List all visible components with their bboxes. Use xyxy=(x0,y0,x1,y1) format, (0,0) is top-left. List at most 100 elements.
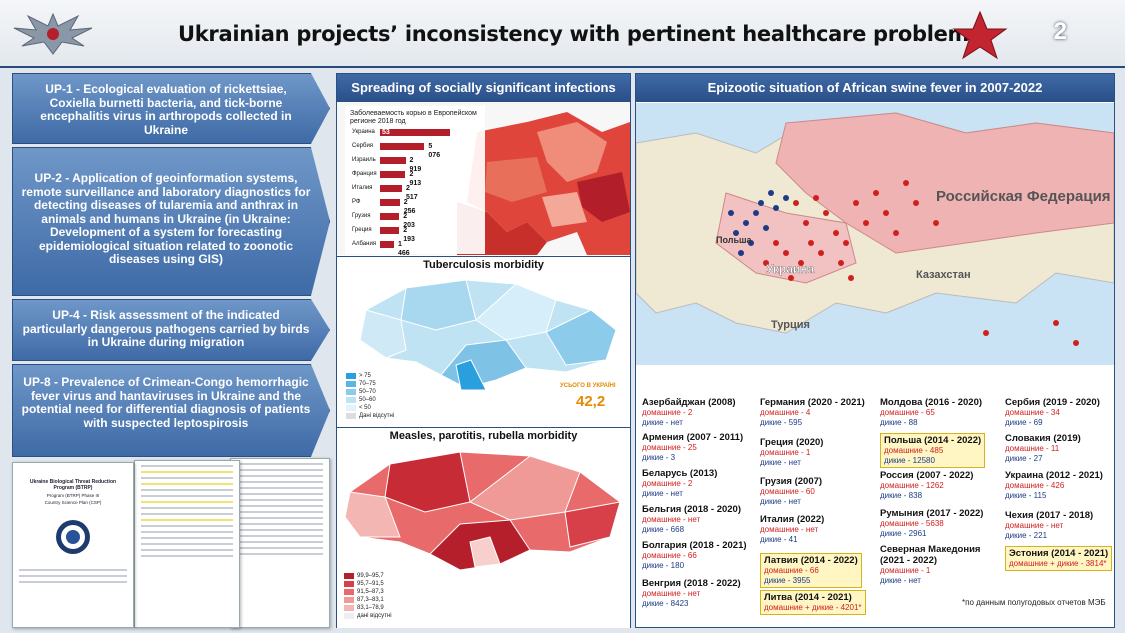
asf-wild-count: дикие - 180 xyxy=(642,561,685,570)
asf-domestic-count: домашние - 11 xyxy=(1005,444,1060,453)
asf-country-name: Болгария (2018 - 2021) xyxy=(642,540,747,551)
tb-title: Tuberculosis morbidity xyxy=(423,259,544,271)
measles-bar xyxy=(380,241,394,248)
asf-country-name: Бельгия (2018 - 2020) xyxy=(642,504,742,515)
asf-combined-count: домашние + дикие - 3814* xyxy=(1009,559,1107,568)
measles-chart-title-front: Заболеваемость корью в Европейском регио… xyxy=(350,110,477,125)
asf-country-entry: Чехия (2017 - 2018) домашние - нет дикие -… xyxy=(1005,510,1093,541)
asf-country-entry: Литва (2014 - 2021) домашние + дикие - 42… xyxy=(760,590,866,615)
asf-wild-count: дикие - 595 xyxy=(760,418,803,427)
asf-country-name: Латвия (2014 - 2022) xyxy=(764,555,858,566)
asf-domestic-count: домашние - 1 xyxy=(760,448,811,457)
asf-country-name: Азербайджан (2008) xyxy=(642,397,736,408)
asf-country-name: Молдова (2016 - 2020) xyxy=(880,397,983,408)
asf-country-entry: Молдова (2016 - 2020) домашние - 65 дикие … xyxy=(880,397,982,428)
asf-domestic-count: домашние - 66 xyxy=(642,551,697,560)
measles-bar-value: 2 517 xyxy=(406,185,418,201)
red-star-icon xyxy=(952,10,1008,60)
asf-wild-count: дикие - нет xyxy=(642,418,683,427)
measles-bar-country: Греция xyxy=(352,227,372,233)
asf-domestic-count: домашние - 65 xyxy=(880,408,935,417)
measles-bar-country: Италия xyxy=(352,185,373,191)
asf-wild-count: дикие - 3 xyxy=(642,453,676,462)
measles-bar xyxy=(380,171,406,178)
asf-wild-count: дикие - 88 xyxy=(880,418,918,427)
asf-country-name: Грузия (2007) xyxy=(760,476,823,487)
asf-footnote: *по данным полугодовых отчетов МЭБ xyxy=(962,598,1106,607)
tb-ukraine-map xyxy=(359,279,617,390)
asf-country-entry: Армения (2007 - 2011) домашние - 25 дикие … xyxy=(642,432,743,463)
asf-country-name: Северная Македония (2021 - 2022) xyxy=(880,544,981,566)
asf-wild-count: дикие - нет xyxy=(880,576,921,585)
asf-country-name: Эстония (2014 - 2021) xyxy=(1009,548,1109,559)
document-thumbnails: Ukraine Biological Threat Reduction Prog… xyxy=(12,458,330,628)
asf-country-entry: Польша (2014 - 2022) домашние - 485 дикие … xyxy=(880,433,986,468)
asf-domestic-count: домашние - нет xyxy=(760,525,819,534)
measles-bar-country: Украина xyxy=(352,129,375,135)
asf-country-entry: Латвия (2014 - 2022) домашние - 66 дикие -… xyxy=(760,553,862,588)
projects-list: UP-1 - Ecological evaluation of ricketts… xyxy=(12,73,330,460)
measles-bar xyxy=(380,213,400,220)
asf-country-entry: Румыния (2017 - 2022) домашние - 5638 дики… xyxy=(880,508,983,539)
asf-domestic-count: домашние - 25 xyxy=(642,443,697,452)
asf-domestic-count: домашние - нет xyxy=(1005,521,1064,530)
asf-country-name: Армения (2007 - 2011) xyxy=(642,432,744,443)
asf-wild-count: дикие - 41 xyxy=(760,535,798,544)
asf-country-name: Украина (2012 - 2021) xyxy=(1005,470,1103,481)
measles-bar-value: 2 256 xyxy=(403,199,416,215)
asf-country-name: Чехия (2017 - 2018) xyxy=(1005,510,1094,521)
measles-bar-value: 53 218 xyxy=(382,129,394,145)
asf-wild-count: дикие - 668 xyxy=(642,525,685,534)
asf-country-entry: Германия (2020 - 2021) домашние - 4 дикие … xyxy=(760,397,865,428)
document-page-2 xyxy=(134,460,240,628)
asf-country-name: Беларусь (2013) xyxy=(642,468,718,479)
asf-country-name: Румыния (2017 - 2022) xyxy=(880,508,984,519)
asf-wild-count: дикие - 27 xyxy=(1005,454,1043,463)
asf-country-entry: Болгария (2018 - 2021) домашние - 66 дикие… xyxy=(642,540,747,571)
asf-country-entry: Беларусь (2013) домашние - 2 дикие - нет xyxy=(642,468,717,499)
asf-domestic-count: домашние - 5638 xyxy=(880,519,944,528)
asf-country-name: Греция (2020) xyxy=(760,437,824,448)
measles-bar-value: 2 913 xyxy=(409,171,422,187)
asf-domestic-count: домашние - 34 xyxy=(1005,408,1060,417)
measles-bar-country: Франция xyxy=(352,171,377,177)
cover-program: Ukraine Biological Threat Reduction Prog… xyxy=(29,479,117,491)
asf-domestic-count: домашние - 2 xyxy=(642,479,693,488)
asf-country-entry: Азербайджан (2008) домашние - 2 дикие - не… xyxy=(642,397,736,428)
slide-header: Ukrainian projects’ inconsistency with p… xyxy=(0,0,1125,68)
asf-domestic-count: домашние - нет xyxy=(642,515,701,524)
asf-country-name: Литва (2014 - 2021) xyxy=(764,592,852,603)
map-label-turkey: Турция xyxy=(771,319,810,331)
asf-country-entry: Сербия (2019 - 2020) домашние - 34 дикие -… xyxy=(1005,397,1100,428)
asf-combined-count: домашние + дикие - 4201* xyxy=(764,603,862,612)
asf-country-entry: Северная Македония (2021 - 2022) домашние… xyxy=(880,544,998,586)
infections-panel-title: Spreading of socially significant infect… xyxy=(337,74,630,102)
asf-wild-count: дикие - нет xyxy=(760,497,801,506)
tb-legend: > 75 70–75 50–70 50–60 < 50 Дані відсутн… xyxy=(346,372,394,420)
asf-domestic-count: домашние - нет xyxy=(642,589,701,598)
asf-domestic-count: домашние - 60 xyxy=(760,487,815,496)
asf-country-name: Словакия (2019) xyxy=(1005,433,1081,444)
asf-country-entry: Греция (2020) домашние - 1 дикие - нет xyxy=(760,437,823,468)
map-label-poland: Польша xyxy=(716,235,752,245)
asf-wild-count: дикие - 2961 xyxy=(880,529,927,538)
asf-country-name: Италия (2022) xyxy=(760,514,825,525)
measles-bar-country: Израиль xyxy=(352,157,376,163)
asf-country-entry: Словакия (2019) домашние - 11 дикие - 27 xyxy=(1005,433,1081,464)
asf-domestic-count: домашние - 1 xyxy=(880,566,931,575)
eagle-emblem-icon xyxy=(13,12,93,55)
tb-ukraine-label: УСЬОГО В УКРАЇНІ xyxy=(560,383,616,389)
asf-wild-count: дикие - 115 xyxy=(1005,491,1047,500)
asf-wild-count: дикие - 12580 xyxy=(884,456,935,465)
measles-bar-value: 2 919 xyxy=(409,157,422,173)
asf-wild-count: дикие - нет xyxy=(760,458,801,467)
project-up-1: UP-1 - Ecological evaluation of ricketts… xyxy=(12,73,330,144)
asf-wild-count: дикие - нет xyxy=(642,489,683,498)
measles-bar-country: Сербия xyxy=(352,143,374,149)
map-label-kazakhstan: Казахстан xyxy=(916,269,971,281)
measles-bar-value: 1 466 xyxy=(398,241,410,257)
measles-bar-value: 2 203 xyxy=(403,213,415,229)
asf-country-name: Сербия (2019 - 2020) xyxy=(1005,397,1100,408)
measles-bar xyxy=(380,185,403,192)
asf-country-name: Россия (2007 - 2022) xyxy=(880,470,974,481)
